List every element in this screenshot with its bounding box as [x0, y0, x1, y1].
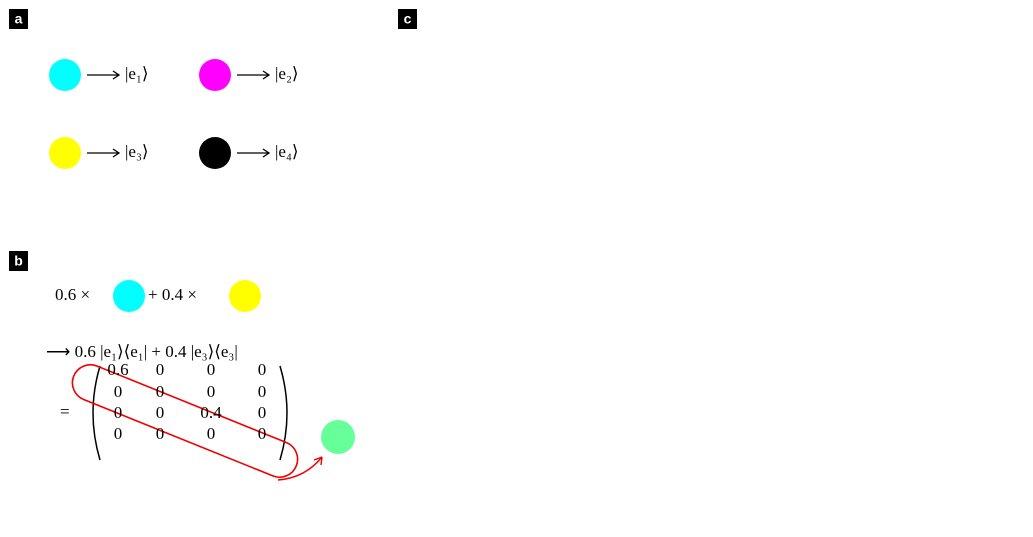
ket: |e₄⟩	[275, 142, 299, 161]
matrix-entry: 0	[258, 424, 267, 443]
matrix-entry: 0	[114, 403, 123, 422]
color-dot	[49, 59, 81, 91]
matrix-entry: 0	[258, 403, 267, 422]
matrix-entry: 0	[207, 360, 216, 379]
color-dot	[229, 280, 261, 312]
figure: THEOR.EXP.PASSPASSWORDWORDTHEOR.EXP.THEO…	[0, 0, 1033, 532]
diagonal-highlight	[67, 359, 303, 482]
matrix-entry: 0.6	[107, 360, 128, 379]
matrix-entry: 0	[258, 382, 267, 401]
color-dot	[113, 280, 145, 312]
arrow	[237, 149, 269, 157]
term: + 0.4 ×	[148, 285, 197, 304]
term: 0.6 ×	[55, 285, 90, 304]
matrix-entry: 0	[258, 360, 267, 379]
ket: |e₁⟩	[125, 64, 149, 83]
matrix-entry: 0	[156, 382, 165, 401]
matrix-entry: 0	[207, 424, 216, 443]
matrix-entry: 0	[114, 424, 123, 443]
ket: |e₂⟩	[275, 64, 299, 83]
matrix-entry: 0.4	[200, 403, 222, 422]
matrix-entry: 0	[114, 382, 123, 401]
color-dot	[199, 59, 231, 91]
matrix-entry: 0	[156, 403, 165, 422]
panel-a: |e₁⟩ |e₂⟩ |e₃⟩ |e₄⟩	[49, 59, 299, 169]
panel-label: a	[15, 11, 23, 27]
color-dot	[49, 137, 81, 169]
arrow	[237, 71, 269, 79]
color-dot	[199, 137, 231, 169]
matrix-entry: 0	[156, 360, 165, 379]
matrix-entry: 0	[207, 382, 216, 401]
color-dot	[321, 420, 355, 454]
equals: =	[60, 402, 70, 421]
panel-b: 0.6 × + 0.4 × ⟶ 0.6 |e₁⟩⟨e₁| + 0.4 |e₃⟩⟨…	[46, 280, 355, 483]
density: ⟶ 0.6 |e₁⟩⟨e₁| + 0.4 |e₃⟩⟨e₃|	[46, 342, 238, 361]
panel-label: c	[404, 11, 412, 27]
arrow	[87, 71, 119, 79]
panel-label: b	[14, 253, 23, 269]
ket: |e₃⟩	[125, 142, 149, 161]
matrix-entry: 0	[156, 424, 165, 443]
arrow	[87, 149, 119, 157]
